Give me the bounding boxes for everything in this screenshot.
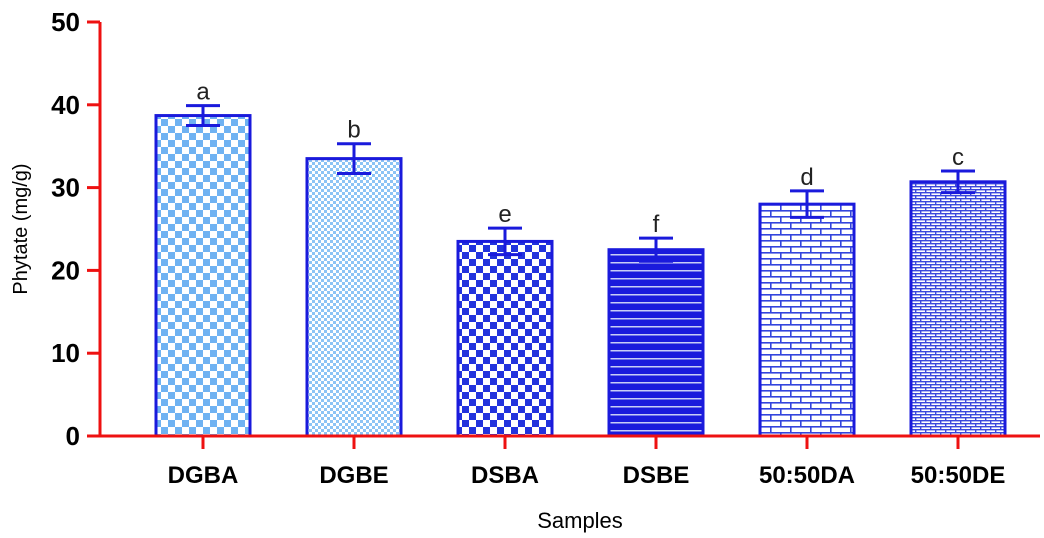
bar-5050de — [909, 180, 1007, 438]
x-tick-label: DGBE — [319, 462, 388, 489]
bar-dsba — [456, 239, 554, 438]
x-tick-label: DGBA — [168, 462, 239, 489]
plot-area: a b e f d c — [154, 79, 1007, 438]
significance-letter: d — [800, 164, 813, 191]
significance-letter: f — [653, 211, 660, 238]
x-tick-label: 50:50DE — [911, 462, 1006, 489]
x-tick-label: DSBA — [471, 462, 539, 489]
x-tick-label: 50:50DA — [759, 462, 855, 489]
significance-letter: c — [952, 144, 964, 171]
significance-letter: a — [196, 79, 210, 106]
bar-dgbe — [305, 157, 403, 438]
x-axis-title: Samples — [537, 508, 623, 533]
y-tick-label: 10 — [51, 338, 80, 368]
y-tick-label: 50 — [51, 7, 80, 37]
significance-letter: b — [347, 117, 360, 144]
y-axis-ticks: 0 10 20 30 40 50 — [51, 7, 100, 451]
bar-dgba — [154, 114, 252, 438]
x-axis-ticks: DGBA DGBE DSBA DSBE 50:50DA 50:50DE — [168, 436, 1006, 489]
y-tick-label: 20 — [51, 255, 80, 285]
y-tick-label: 30 — [51, 173, 80, 203]
y-tick-label: 0 — [66, 421, 80, 451]
y-tick-label: 40 — [51, 90, 80, 120]
significance-letter: e — [498, 201, 511, 228]
y-axis-title: Phytate (mg/g) — [10, 163, 32, 294]
bar-dsbe — [607, 248, 705, 438]
bar-5050da — [758, 202, 856, 438]
x-tick-label: DSBE — [623, 462, 690, 489]
